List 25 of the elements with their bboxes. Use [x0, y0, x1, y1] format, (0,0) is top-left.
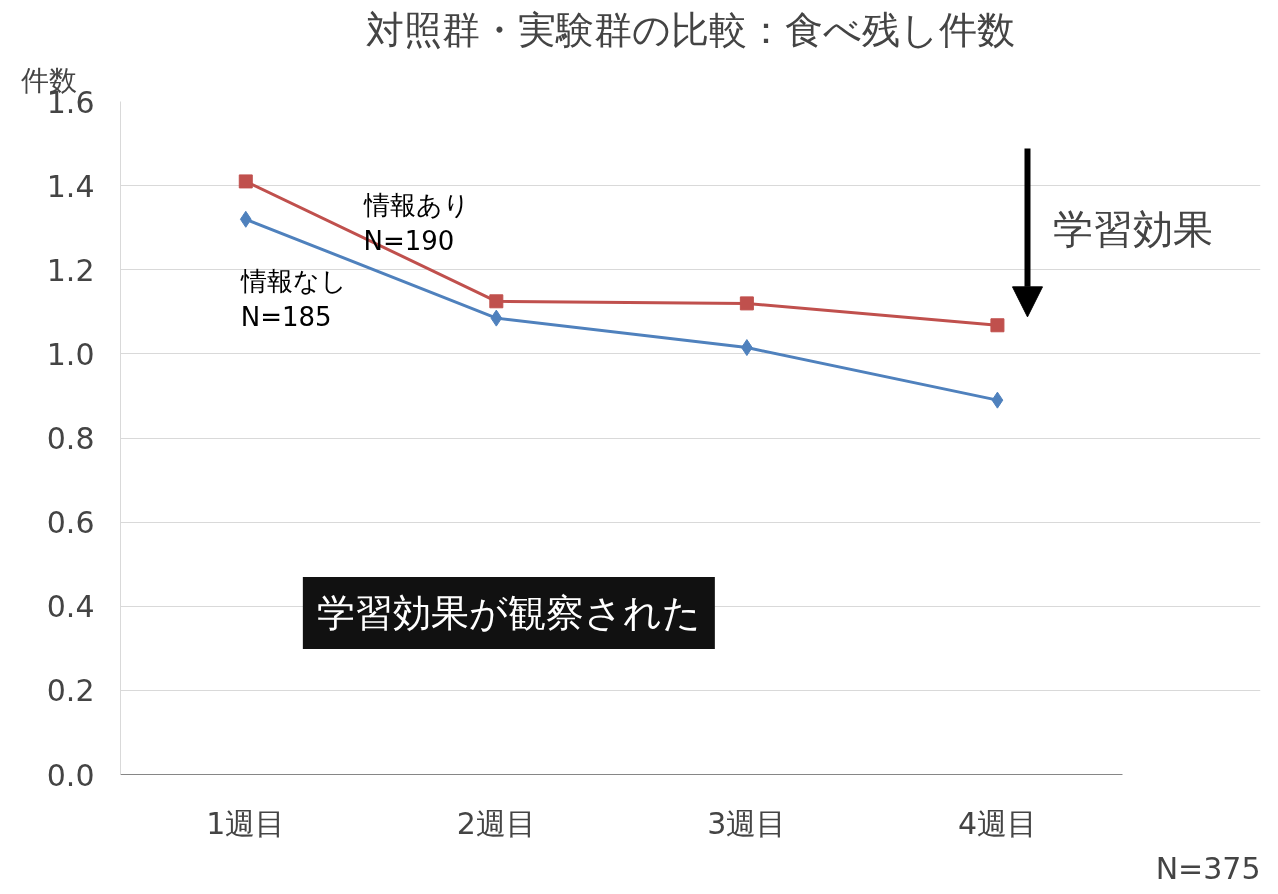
x-tick-label: 4週目 [957, 805, 1037, 841]
y-tick-label: 0.2 [46, 673, 95, 709]
y-tick-label: 0.8 [46, 421, 95, 456]
series-label: 情報あり N=190 [362, 189, 470, 256]
point [238, 174, 253, 189]
y-tick-label: 1.0 [46, 336, 95, 372]
point [990, 318, 1005, 333]
series-label: 情報なし N=185 [239, 265, 347, 332]
point [991, 391, 1004, 409]
point [239, 210, 252, 228]
y-tick-label: 1.4 [46, 168, 95, 204]
text: N=375 [1155, 850, 1261, 886]
point [489, 294, 504, 309]
annotation: 学習効果が観察された [316, 590, 701, 635]
chart-title: 対照群・実験群の比較：食べ残し件数 [366, 7, 1015, 52]
y-tick-label: 0.4 [46, 589, 95, 625]
y-tick-label: 0.6 [46, 505, 95, 541]
point [739, 296, 754, 311]
point [490, 309, 503, 327]
x-tick-label: 3週目 [707, 805, 787, 841]
y-tick-label: 0.0 [46, 757, 95, 793]
annotation: 学習効果 [1052, 206, 1213, 253]
x-tick-label: 1週目 [206, 805, 286, 841]
x-tick-label: 2週目 [456, 805, 536, 841]
y-tick-label: 1.2 [46, 252, 95, 288]
